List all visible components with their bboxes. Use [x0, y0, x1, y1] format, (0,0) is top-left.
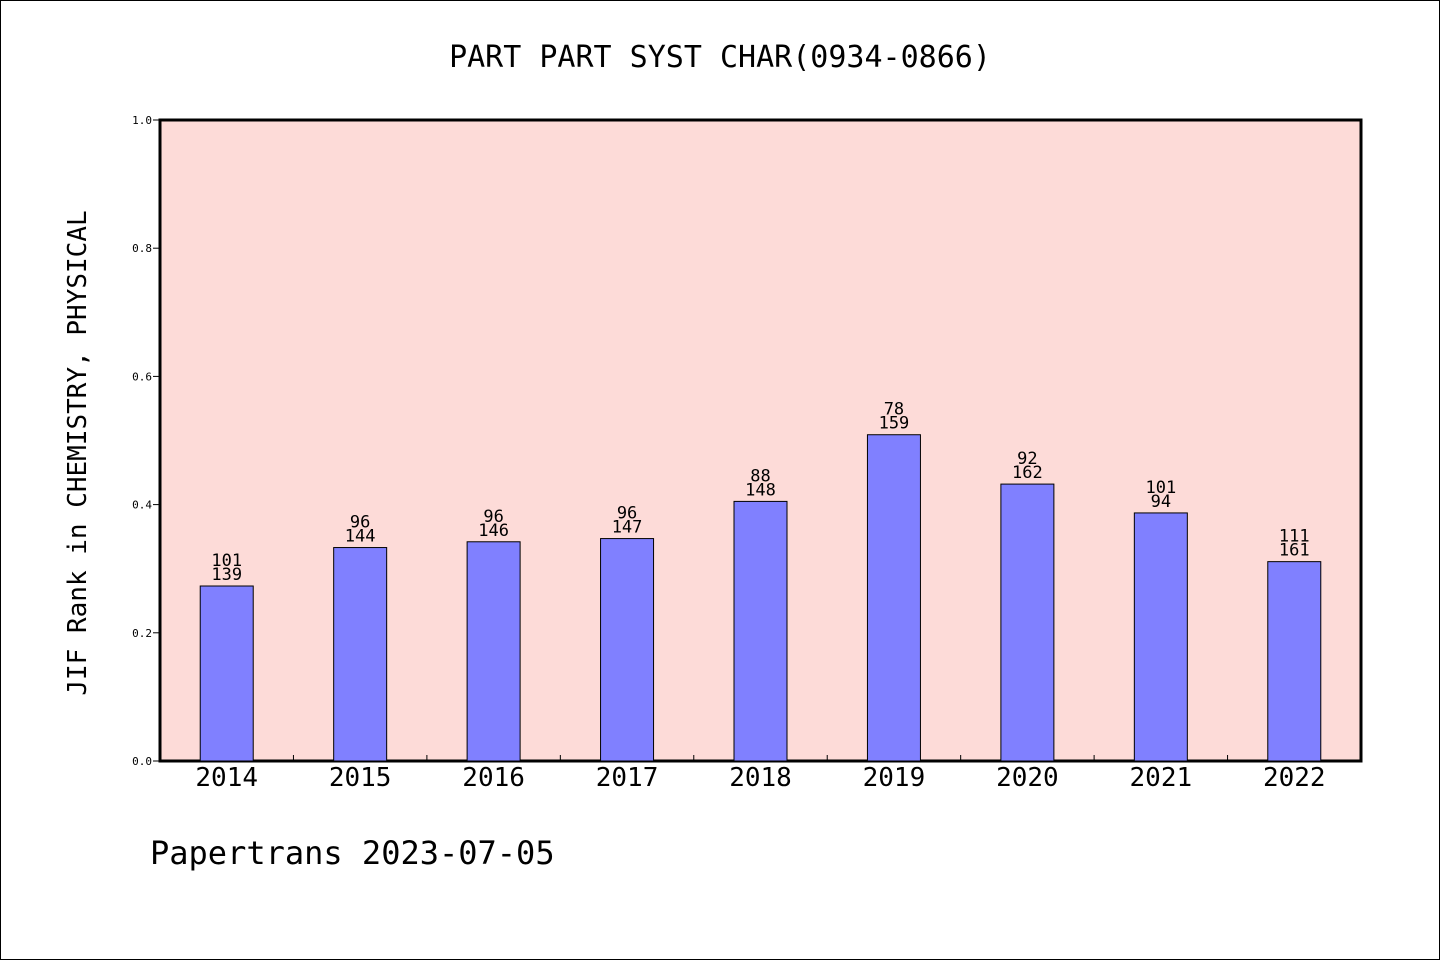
- y-axis: 0.0 0.2 0.4 0.6 0.8 1.0: [132, 114, 160, 768]
- bar: [1267, 561, 1322, 762]
- y-tick-label: 0.4: [132, 499, 152, 512]
- bar-total-label: 161: [1279, 541, 1310, 561]
- bars: 1011399614496146961478814878159921621019…: [199, 400, 1322, 762]
- bar-rank-label: 96: [350, 513, 370, 533]
- y-tick-label: 0.8: [132, 242, 152, 255]
- x-tick-label: 2019: [863, 763, 926, 793]
- bar: [1000, 483, 1055, 762]
- x-tick-label: 2017: [596, 763, 659, 793]
- chart-title: PART PART SYST CHAR(0934-0866): [449, 40, 991, 75]
- x-tick-label: 2018: [729, 763, 792, 793]
- bar-total-label: 148: [745, 480, 776, 500]
- bar: [600, 538, 655, 762]
- bar: [466, 541, 521, 762]
- x-tick-label: 2015: [329, 763, 392, 793]
- bar-rank-label: 111: [1279, 527, 1310, 547]
- bar-total-label: 159: [879, 414, 910, 434]
- bar-rank-label: 88: [750, 466, 770, 486]
- bar-total-label: 162: [1012, 463, 1043, 483]
- x-tick-label: 2022: [1263, 763, 1326, 793]
- x-tick-label: 2014: [195, 763, 258, 793]
- bar-total-label: 146: [478, 521, 509, 541]
- bar-rank-label: 101: [211, 551, 242, 571]
- bar-total-label: 94: [1151, 492, 1171, 512]
- y-axis-title: JIF Rank in CHEMISTRY, PHYSICAL: [63, 210, 93, 695]
- y-tick-label: 0.0: [132, 755, 152, 768]
- bar-total-label: 139: [211, 565, 242, 585]
- y-tick-label: 0.2: [132, 627, 152, 640]
- x-tick-label: 2020: [996, 763, 1059, 793]
- bar-rank-label: 78: [884, 400, 904, 420]
- bar-total-label: 147: [612, 518, 643, 538]
- x-tick-label: 2021: [1130, 763, 1193, 793]
- bar-rank-label: 96: [617, 504, 637, 524]
- bar-rank-label: 101: [1145, 478, 1176, 498]
- bar: [733, 500, 788, 762]
- x-tick-label: 2016: [462, 763, 525, 793]
- bar: [199, 585, 254, 762]
- bar: [1133, 512, 1188, 762]
- y-tick-label: 0.6: [132, 370, 152, 383]
- bar-rank-label: 96: [483, 507, 503, 527]
- y-tick-label: 1.0: [132, 114, 152, 127]
- x-axis: 2014 2015 2016 2017 2018 2019 2020 2021 2022: [195, 755, 1326, 793]
- footer-text: Papertrans 2023-07-05: [150, 834, 555, 872]
- bar-rank-label: 92: [1017, 449, 1037, 469]
- bar: [333, 547, 388, 762]
- bar-total-label: 144: [345, 527, 376, 547]
- bar: [866, 434, 921, 762]
